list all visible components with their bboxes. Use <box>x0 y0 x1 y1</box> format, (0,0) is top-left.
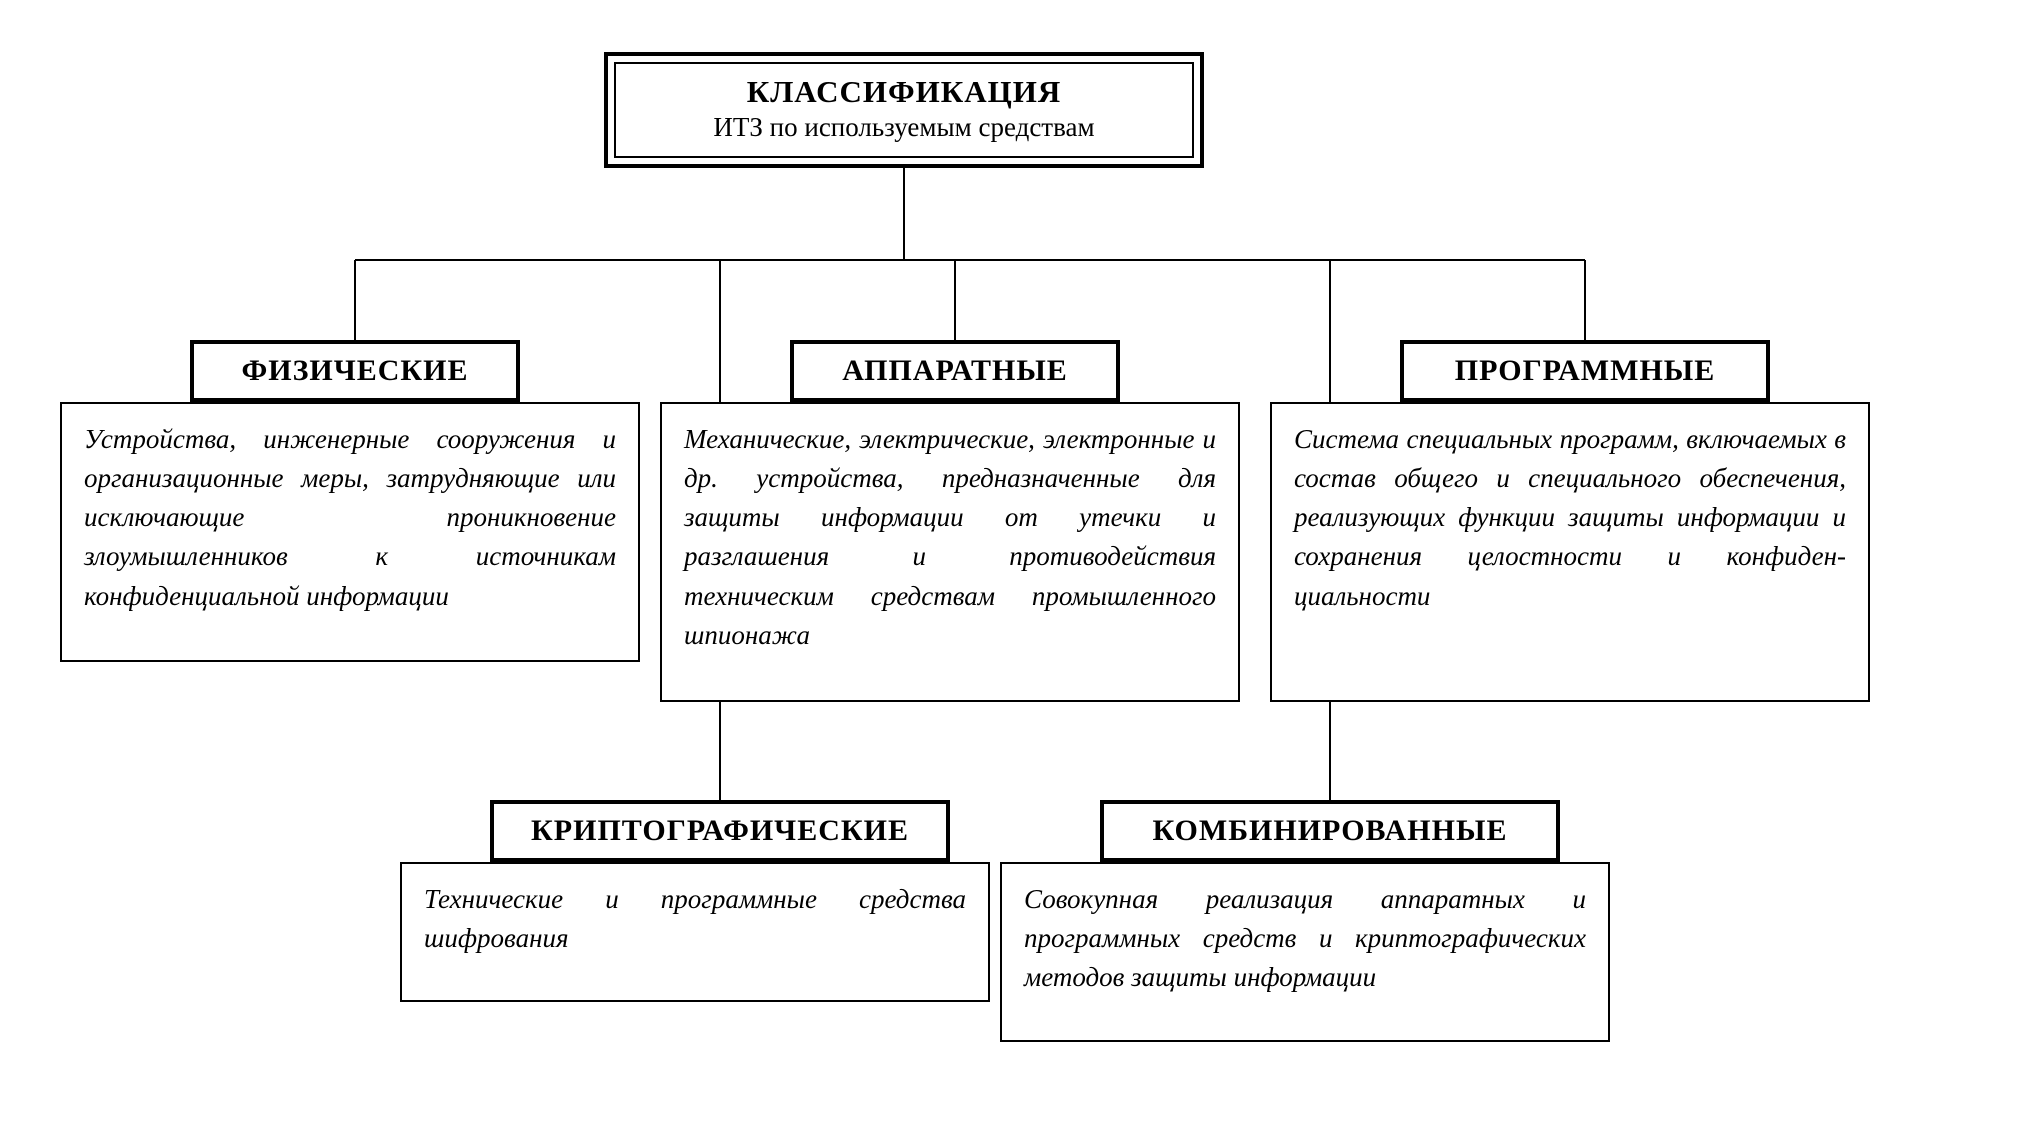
node-header-hardware: АППАРАТНЫЕ <box>790 340 1120 402</box>
node-header-combined: КОМБИНИРОВАННЫЕ <box>1100 800 1560 862</box>
node-desc-physical: Устройства, инженерные сооружения и орга… <box>60 402 640 662</box>
node-header-physical: ФИЗИЧЕСКИЕ <box>190 340 520 402</box>
root-subtitle: ИТЗ по используемым средствам <box>646 112 1162 143</box>
node-desc-hardware: Механические, электрические, элект­ронны… <box>660 402 1240 702</box>
node-header-crypto: КРИПТОГРАФИЧЕСКИЕ <box>490 800 950 862</box>
node-desc-crypto: Технические и программные средства шифро… <box>400 862 990 1002</box>
root-title: КЛАССИФИКАЦИЯ <box>646 74 1162 110</box>
node-desc-software: Система специальных программ, включаемых… <box>1270 402 1870 702</box>
root-node: КЛАССИФИКАЦИЯ ИТЗ по используемым средст… <box>604 52 1204 168</box>
diagram-canvas: КЛАССИФИКАЦИЯ ИТЗ по используемым средст… <box>0 0 2031 1143</box>
root-inner: КЛАССИФИКАЦИЯ ИТЗ по используемым средст… <box>614 62 1194 158</box>
node-header-software: ПРОГРАММНЫЕ <box>1400 340 1770 402</box>
node-desc-combined: Совокупная реализация аппаратных и прогр… <box>1000 862 1610 1042</box>
